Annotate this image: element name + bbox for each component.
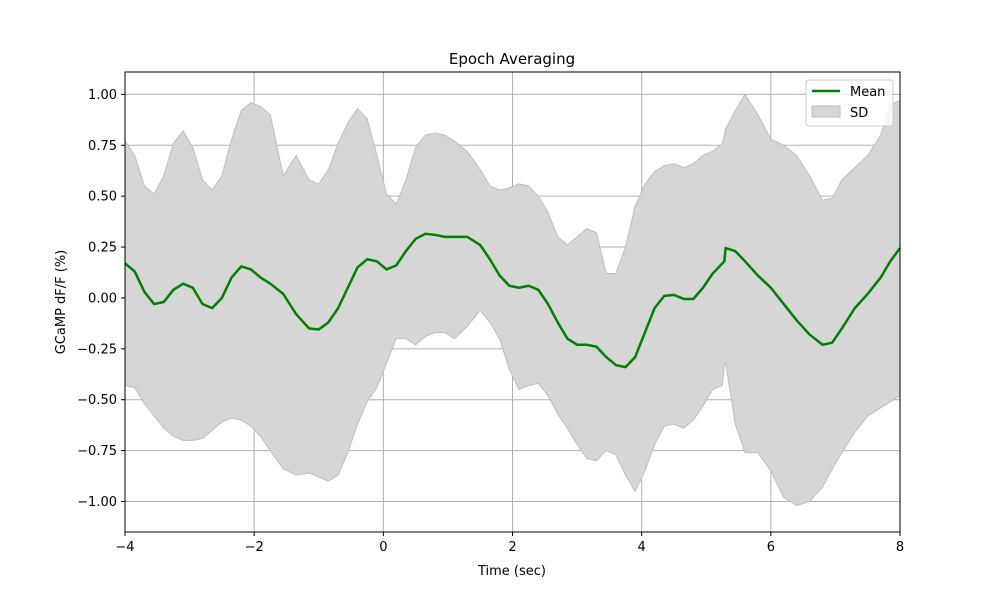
legend-mean-label: Mean <box>850 85 885 100</box>
x-tick-label: 8 <box>896 540 904 555</box>
y-tick-label: −0.25 <box>77 342 117 357</box>
y-tick-label: 1.00 <box>88 88 117 103</box>
legend: Mean SD <box>805 79 894 127</box>
x-tick-label: 2 <box>508 540 516 555</box>
y-tick-label: −0.75 <box>77 444 117 459</box>
x-tick-label: 4 <box>638 540 646 555</box>
y-tick-label: 0.75 <box>88 139 117 154</box>
axis-ticks: −4 −2 0 2 4 6 8 −1.00 −0.75 −0.50 −0.25 0.00 0.25 0.5… <box>77 88 904 555</box>
y-tick-label: 0.25 <box>88 241 117 256</box>
y-tick-label: −1.00 <box>77 495 117 510</box>
x-tick-label: 6 <box>767 540 775 555</box>
x-tick-label: 0 <box>379 540 387 555</box>
chart-title: Epoch Averaging <box>449 50 575 68</box>
x-tick-label: −4 <box>115 540 134 555</box>
y-tick-label: 0.50 <box>88 190 117 205</box>
y-tick-label: −0.50 <box>77 393 117 408</box>
mean-line <box>124 232 902 369</box>
x-axis-label: Time (sec) <box>477 564 546 579</box>
y-axis-label: GCaMP dF/F (%) <box>54 250 69 355</box>
legend-sd-swatch <box>811 105 841 118</box>
x-tick-label: −2 <box>245 540 264 555</box>
legend-sd-label: SD <box>850 106 868 121</box>
y-tick-label: 0.00 <box>88 291 117 306</box>
